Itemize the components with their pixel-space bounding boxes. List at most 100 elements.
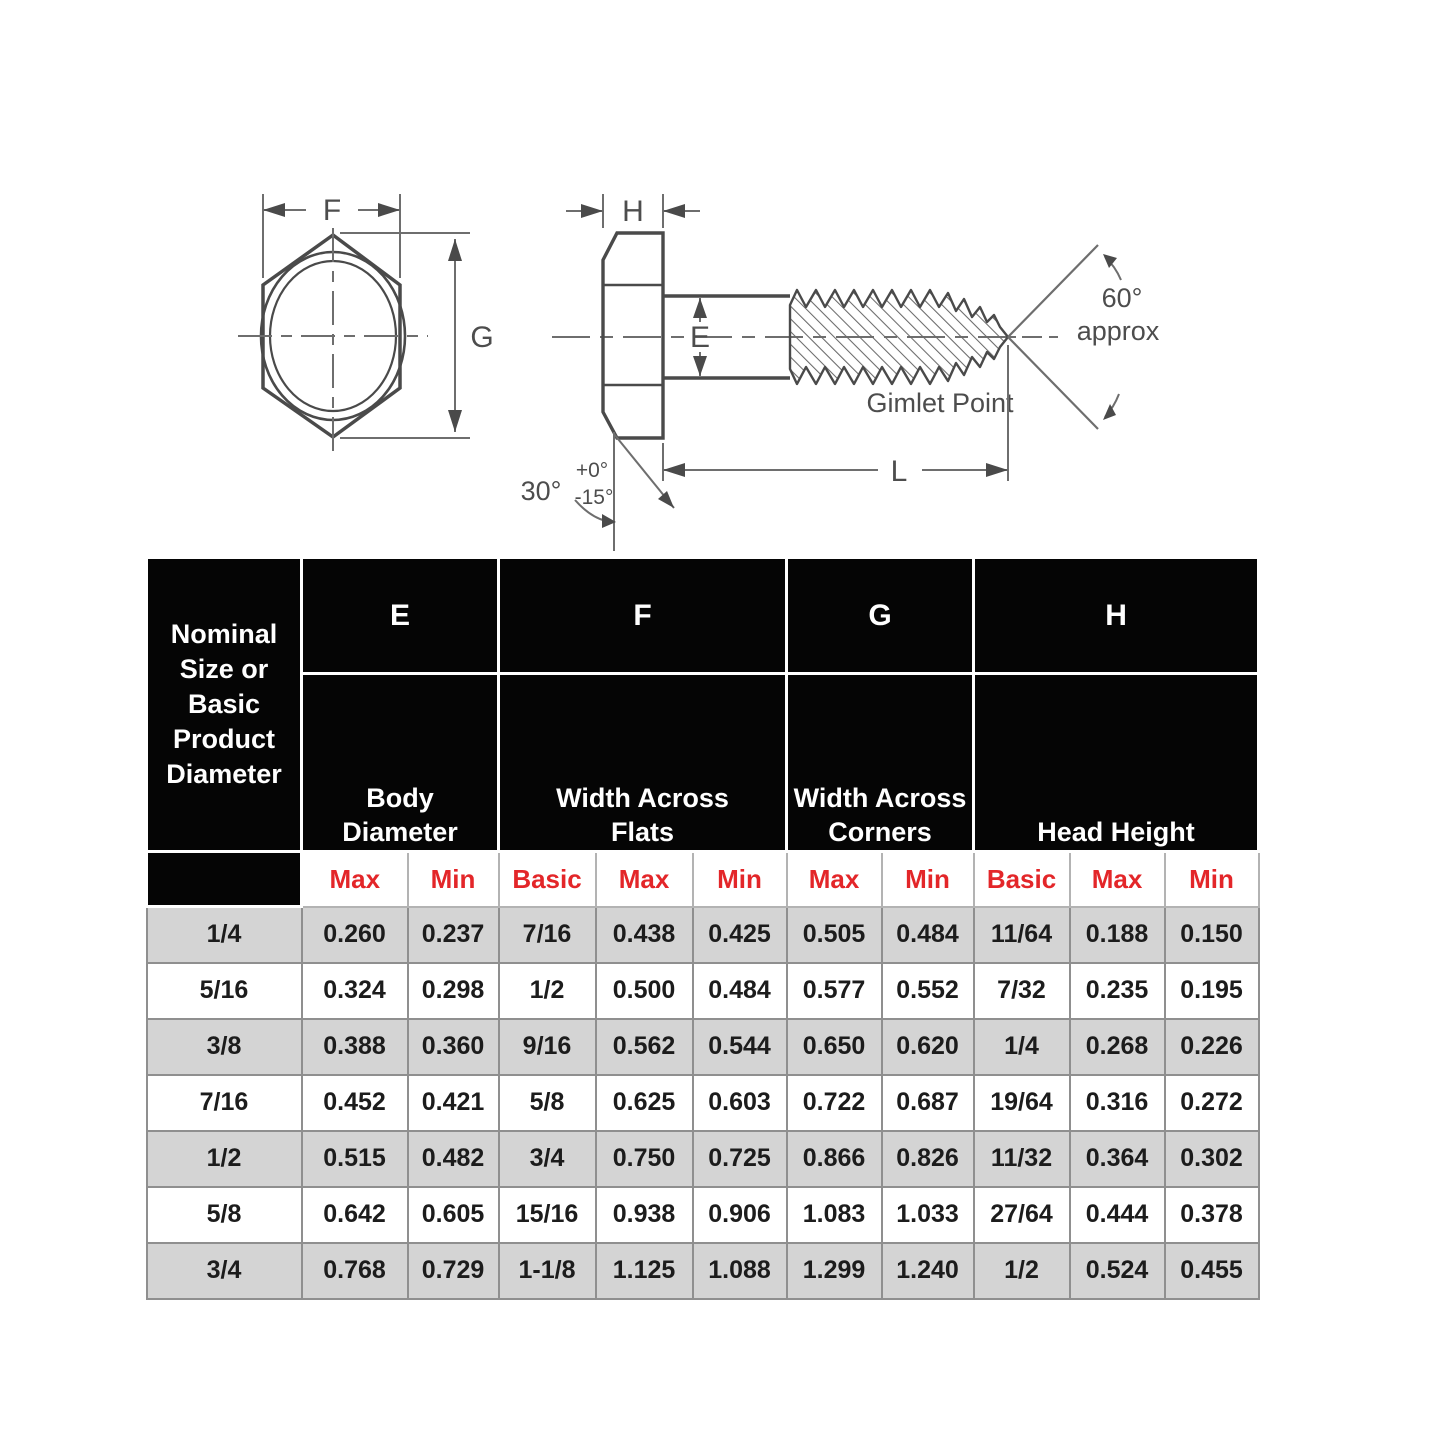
value-cell: 0.605 xyxy=(406,1185,500,1244)
dimension-E: E xyxy=(690,298,710,376)
size-cell: 5/16 xyxy=(145,961,303,1020)
value-cell: 0.722 xyxy=(785,1073,883,1132)
value-cell: 1/4 xyxy=(972,1017,1071,1076)
threaded-shank xyxy=(788,288,1010,386)
group-name-head-height: Head Height xyxy=(972,672,1261,853)
value-cell: 0.515 xyxy=(300,1129,409,1188)
value-cell: 0.603 xyxy=(691,1073,788,1132)
label-F: F xyxy=(323,194,341,227)
group-letter-H: H xyxy=(972,556,1261,675)
hex-head-front-view: F G xyxy=(238,194,494,452)
table-row: 3/4 0.768 0.729 1-1/8 1.125 1.088 1.299 1.240 1/… xyxy=(145,1241,1260,1300)
value-cell: 19/64 xyxy=(972,1073,1071,1132)
value-cell: 0.500 xyxy=(594,961,694,1020)
value-cell: 0.505 xyxy=(785,905,883,964)
dimension-F: F xyxy=(262,194,401,278)
subheader: Max xyxy=(1068,850,1166,908)
size-cell: 3/8 xyxy=(145,1017,303,1076)
value-cell: 0.455 xyxy=(1163,1241,1260,1300)
value-cell: 0.324 xyxy=(300,961,409,1020)
value-cell: 0.577 xyxy=(785,961,883,1020)
value-cell: 0.316 xyxy=(1068,1073,1166,1132)
value-cell: 0.482 xyxy=(406,1129,500,1188)
label-E: E xyxy=(690,321,710,354)
value-cell: 1-1/8 xyxy=(497,1241,597,1300)
label-G: G xyxy=(470,321,493,354)
value-cell: 0.552 xyxy=(880,961,975,1020)
value-cell: 0.302 xyxy=(1163,1129,1260,1188)
subheader: Min xyxy=(1163,850,1260,908)
value-cell: 0.237 xyxy=(406,905,500,964)
value-cell: 1/2 xyxy=(497,961,597,1020)
lag-screw-diagram: F G xyxy=(238,194,1160,551)
value-cell: 0.768 xyxy=(300,1241,409,1300)
value-cell: 0.360 xyxy=(406,1017,500,1076)
table-row: 7/16 0.452 0.421 5/8 0.625 0.603 0.722 0.687 19/… xyxy=(145,1073,1260,1132)
spec-table: Nominal Size or Basic Product Diameter E… xyxy=(145,556,1261,1300)
group-name-width-across-corners: Width Across Corners xyxy=(785,672,976,853)
value-cell: 0.938 xyxy=(594,1185,694,1244)
value-cell: 0.298 xyxy=(406,961,500,1020)
value-cell: 0.625 xyxy=(594,1073,694,1132)
value-cell: 0.421 xyxy=(406,1073,500,1132)
value-cell: 1.299 xyxy=(785,1241,883,1300)
subheader: Basic xyxy=(972,850,1071,908)
label-H: H xyxy=(622,195,644,228)
label-30deg: 30° xyxy=(521,476,562,506)
dimension-G: G xyxy=(340,232,494,439)
value-cell: 0.272 xyxy=(1163,1073,1260,1132)
value-cell: 0.729 xyxy=(406,1241,500,1300)
value-cell: 5/8 xyxy=(497,1073,597,1132)
value-cell: 0.235 xyxy=(1068,961,1166,1020)
dimension-L: L xyxy=(662,345,1009,488)
table-row: 1/4 0.260 0.237 7/16 0.438 0.425 0.505 0.484 11/… xyxy=(145,905,1260,964)
label-approx: approx xyxy=(1077,316,1160,346)
value-cell: 0.866 xyxy=(785,1129,883,1188)
value-cell: 11/64 xyxy=(972,905,1071,964)
table-row: 5/16 0.324 0.298 1/2 0.500 0.484 0.577 0.552 7/3… xyxy=(145,961,1260,1020)
subheader: Min xyxy=(406,850,500,908)
group-name-width-across-flats: Width Across Flats xyxy=(497,672,789,853)
table-row: 3/8 0.388 0.360 9/16 0.562 0.544 0.650 0.620 1/4… xyxy=(145,1017,1260,1076)
value-cell: 0.226 xyxy=(1163,1017,1260,1076)
label-L: L xyxy=(891,455,908,488)
value-cell: 9/16 xyxy=(497,1017,597,1076)
value-cell: 7/16 xyxy=(497,905,597,964)
value-cell: 0.544 xyxy=(691,1017,788,1076)
value-cell: 0.524 xyxy=(1068,1241,1166,1300)
group-name-body-diameter: Body Diameter xyxy=(299,672,501,853)
underhead-angle-annotation: 30° +0° -15° xyxy=(521,432,675,551)
value-cell: 0.484 xyxy=(691,961,788,1020)
table-body: 1/4 0.260 0.237 7/16 0.438 0.425 0.505 0.484 11/… xyxy=(145,905,1260,1300)
value-cell: 0.425 xyxy=(691,905,788,964)
value-cell: 0.642 xyxy=(300,1185,409,1244)
value-cell: 0.452 xyxy=(300,1073,409,1132)
size-cell: 3/4 xyxy=(145,1241,303,1300)
value-cell: 0.562 xyxy=(594,1017,694,1076)
value-cell: 0.378 xyxy=(1163,1185,1260,1244)
value-cell: 15/16 xyxy=(497,1185,597,1244)
value-cell: 0.150 xyxy=(1163,905,1260,964)
subheader: Basic xyxy=(497,850,597,908)
subheader: Max xyxy=(300,850,409,908)
point-angle-annotation: 60° approx xyxy=(1007,244,1160,430)
value-cell: 3/4 xyxy=(497,1129,597,1188)
value-cell: 1.088 xyxy=(691,1241,788,1300)
value-cell: 0.826 xyxy=(880,1129,975,1188)
value-cell: 1.033 xyxy=(880,1185,975,1244)
value-cell: 0.725 xyxy=(691,1129,788,1188)
value-cell: 0.687 xyxy=(880,1073,975,1132)
size-cell: 7/16 xyxy=(145,1073,303,1132)
value-cell: 0.444 xyxy=(1068,1185,1166,1244)
value-cell: 1.125 xyxy=(594,1241,694,1300)
label-gimlet-point: Gimlet Point xyxy=(866,388,1014,418)
subheader: Min xyxy=(880,850,975,908)
table-row: 1/2 0.515 0.482 3/4 0.750 0.725 0.866 0.826 11/3… xyxy=(145,1129,1260,1188)
label-tol-minus: -15° xyxy=(575,486,614,509)
value-cell: 0.195 xyxy=(1163,961,1260,1020)
value-cell: 0.364 xyxy=(1068,1129,1166,1188)
group-letter-E: E xyxy=(299,556,501,675)
value-cell: 1/2 xyxy=(972,1241,1071,1300)
value-cell: 0.438 xyxy=(594,905,694,964)
value-cell: 0.188 xyxy=(1068,905,1166,964)
